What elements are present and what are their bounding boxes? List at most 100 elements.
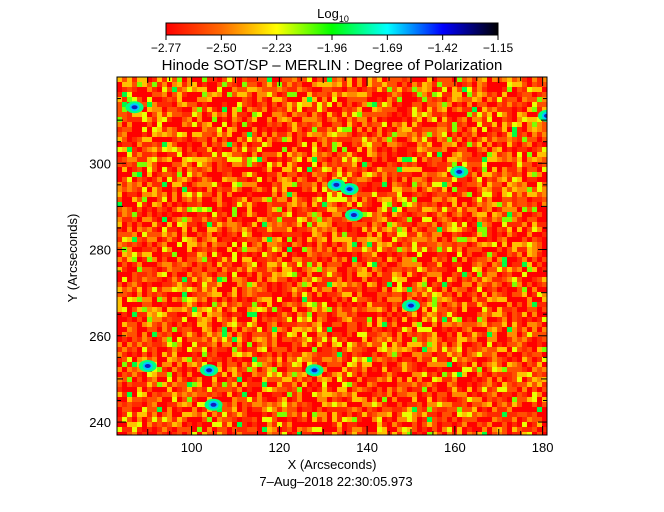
heatmap-cell (187, 337, 192, 342)
heatmap-cell (447, 327, 452, 332)
heatmap-cell (132, 367, 137, 372)
heatmap-cell (352, 382, 357, 387)
heatmap-cell (142, 417, 147, 422)
heatmap-cell (352, 397, 357, 402)
heatmap-cell (487, 402, 492, 407)
heatmap-cell (452, 322, 457, 327)
heatmap-cell (167, 407, 172, 412)
heatmap-cell (117, 297, 122, 302)
heatmap-cell (327, 167, 332, 172)
heatmap-cell (187, 372, 192, 377)
heatmap-cell (132, 142, 137, 147)
heatmap-cell (487, 382, 492, 387)
heatmap-cell (202, 87, 207, 92)
heatmap-cell (262, 372, 267, 377)
heatmap-cell (207, 97, 212, 102)
heatmap-cell (537, 417, 542, 422)
heatmap-cell (527, 272, 532, 277)
heatmap-cell (362, 187, 367, 192)
heatmap-cell (397, 382, 402, 387)
heatmap-cell (347, 347, 352, 352)
heatmap-cell (152, 347, 157, 352)
heatmap-cell (457, 237, 462, 242)
heatmap-cell (162, 372, 167, 377)
heatmap-cell (352, 372, 357, 377)
heatmap-cell (467, 92, 472, 97)
heatmap-cell (337, 282, 342, 287)
heatmap-cell (132, 177, 137, 182)
heatmap-cell (422, 117, 427, 122)
heatmap-cell (182, 402, 187, 407)
heatmap-cell (247, 287, 252, 292)
heatmap-cell (482, 127, 487, 132)
heatmap-cell (272, 227, 277, 232)
heatmap-cell (372, 317, 377, 322)
heatmap-cell (412, 152, 417, 157)
heatmap-cell (262, 157, 267, 162)
heatmap-cell (402, 382, 407, 387)
heatmap-cell (467, 82, 472, 87)
heatmap-cell (132, 122, 137, 127)
heatmap-cell (387, 167, 392, 172)
heatmap-cell (482, 207, 487, 212)
heatmap-cell (177, 232, 182, 237)
heatmap-cell (352, 307, 357, 312)
heatmap-cell (357, 107, 362, 112)
heatmap-cell (162, 387, 167, 392)
heatmap-cell (402, 347, 407, 352)
heatmap-cell (427, 272, 432, 277)
heatmap-cell (127, 137, 132, 142)
heatmap-cell (127, 152, 132, 157)
heatmap-cell (302, 292, 307, 297)
heatmap-cell (432, 87, 437, 92)
heatmap-cell (322, 297, 327, 302)
heatmap-cell (232, 347, 237, 352)
heatmap-cell (147, 352, 152, 357)
heatmap-cell (297, 312, 302, 317)
heatmap-cell (487, 372, 492, 377)
heatmap-cell (472, 142, 477, 147)
heatmap-cell (197, 77, 202, 82)
heatmap-cell (327, 392, 332, 397)
heatmap-cell (227, 212, 232, 217)
heatmap-cell (412, 242, 417, 247)
heatmap-cell (142, 422, 147, 427)
heatmap-cell (302, 352, 307, 357)
heatmap-cell (427, 277, 432, 282)
heatmap-cell (302, 247, 307, 252)
heatmap-cell (122, 207, 127, 212)
heatmap-cell (142, 227, 147, 232)
heatmap-cell (117, 252, 122, 257)
heatmap-cell (512, 392, 517, 397)
heatmap-cell (402, 227, 407, 232)
heatmap-cell (312, 407, 317, 412)
heatmap-cell (367, 317, 372, 322)
heatmap-cell (277, 287, 282, 292)
heatmap-cell (502, 77, 507, 82)
heatmap-cell (147, 317, 152, 322)
heatmap-cell (422, 297, 427, 302)
heatmap-cell (497, 307, 502, 312)
heatmap-cell (302, 232, 307, 237)
heatmap-cell (537, 102, 542, 107)
heatmap-cell (457, 77, 462, 82)
heatmap-cell (217, 262, 222, 267)
heatmap-cell (502, 202, 507, 207)
heatmap-cell (162, 212, 167, 217)
heatmap-cell (467, 352, 472, 357)
heatmap-cell (432, 202, 437, 207)
heatmap-cell (242, 362, 247, 367)
heatmap-cell (437, 327, 442, 332)
heatmap-cell (337, 312, 342, 317)
heatmap-cell (132, 252, 137, 257)
heatmap-cell (257, 347, 262, 352)
heatmap-cell (212, 377, 217, 382)
heatmap-cell (422, 382, 427, 387)
heatmap-cell (137, 162, 142, 167)
heatmap-cell (357, 87, 362, 92)
heatmap-cell (337, 112, 342, 117)
heatmap-cell (117, 292, 122, 297)
heatmap-cell (257, 307, 262, 312)
heatmap-cell (142, 332, 147, 337)
heatmap-cell (407, 362, 412, 367)
